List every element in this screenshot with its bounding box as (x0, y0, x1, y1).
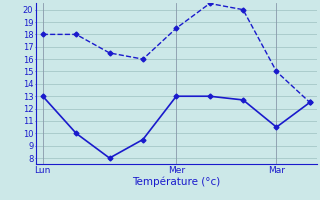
X-axis label: Température (°c): Température (°c) (132, 176, 220, 187)
